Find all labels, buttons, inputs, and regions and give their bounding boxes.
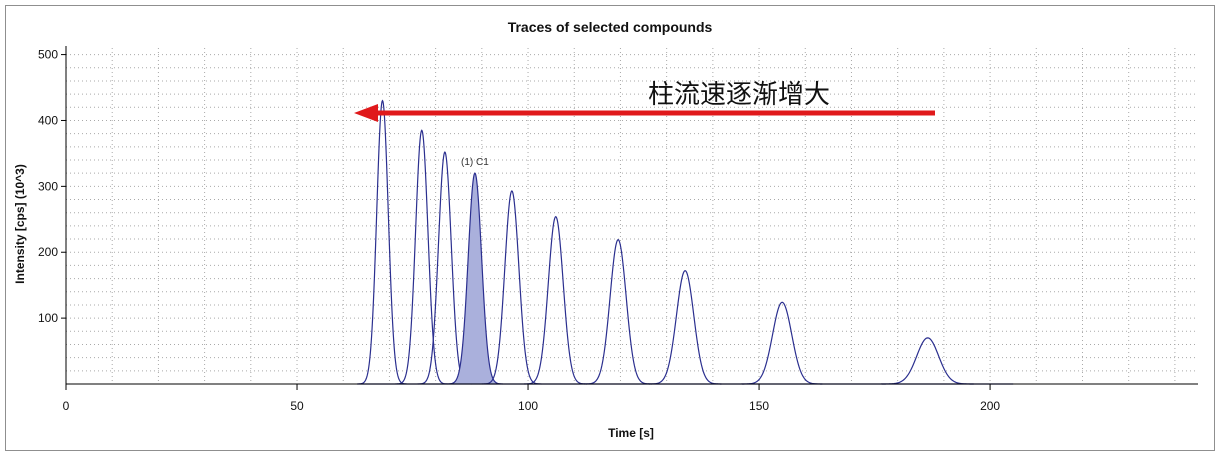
grid-lines — [66, 48, 1198, 384]
peak — [648, 270, 722, 385]
x-tick-labels: 0 50 100 150 200 — [63, 384, 1000, 413]
y-tick-labels: 100 200 300 400 500 — [38, 48, 66, 325]
y-tick-label: 500 — [38, 48, 58, 62]
y-tick-label: 400 — [38, 113, 58, 127]
peak-label: (1) C1 — [461, 157, 489, 168]
y-axis-label: Intensity [cps] (10^3) — [13, 164, 27, 284]
peak — [481, 190, 542, 385]
highlighted-peak — [446, 172, 503, 385]
peak — [523, 215, 587, 385]
x-tick-label: 100 — [518, 399, 538, 413]
axes — [65, 46, 1198, 385]
chart-title: Traces of selected compounds — [508, 19, 713, 35]
y-tick-label: 200 — [38, 245, 58, 259]
flow-rate-annotation-text: 柱流速逐渐增大 — [648, 80, 830, 110]
arrow-head — [354, 104, 378, 122]
peak — [583, 239, 652, 385]
x-axis-label: Time [s] — [608, 426, 654, 440]
peak — [395, 129, 448, 385]
peak — [357, 99, 407, 385]
y-tick-label: 100 — [38, 311, 58, 325]
chromatogram-chart: Traces of selected compounds (1) C1 100 2… — [13, 19, 1198, 440]
y-tick-label: 300 — [38, 179, 58, 193]
peak-traces: (1) C1 — [357, 99, 1014, 385]
x-tick-label: 0 — [63, 399, 70, 413]
x-tick-label: 150 — [749, 399, 769, 413]
chart-frame: Traces of selected compounds (1) C1 100 2… — [5, 5, 1215, 451]
peak — [881, 337, 974, 385]
x-tick-label: 50 — [290, 399, 304, 413]
peak — [741, 301, 823, 385]
flow-rate-annotation: 柱流速逐渐增大 — [354, 80, 935, 122]
x-tick-label: 200 — [980, 399, 1000, 413]
